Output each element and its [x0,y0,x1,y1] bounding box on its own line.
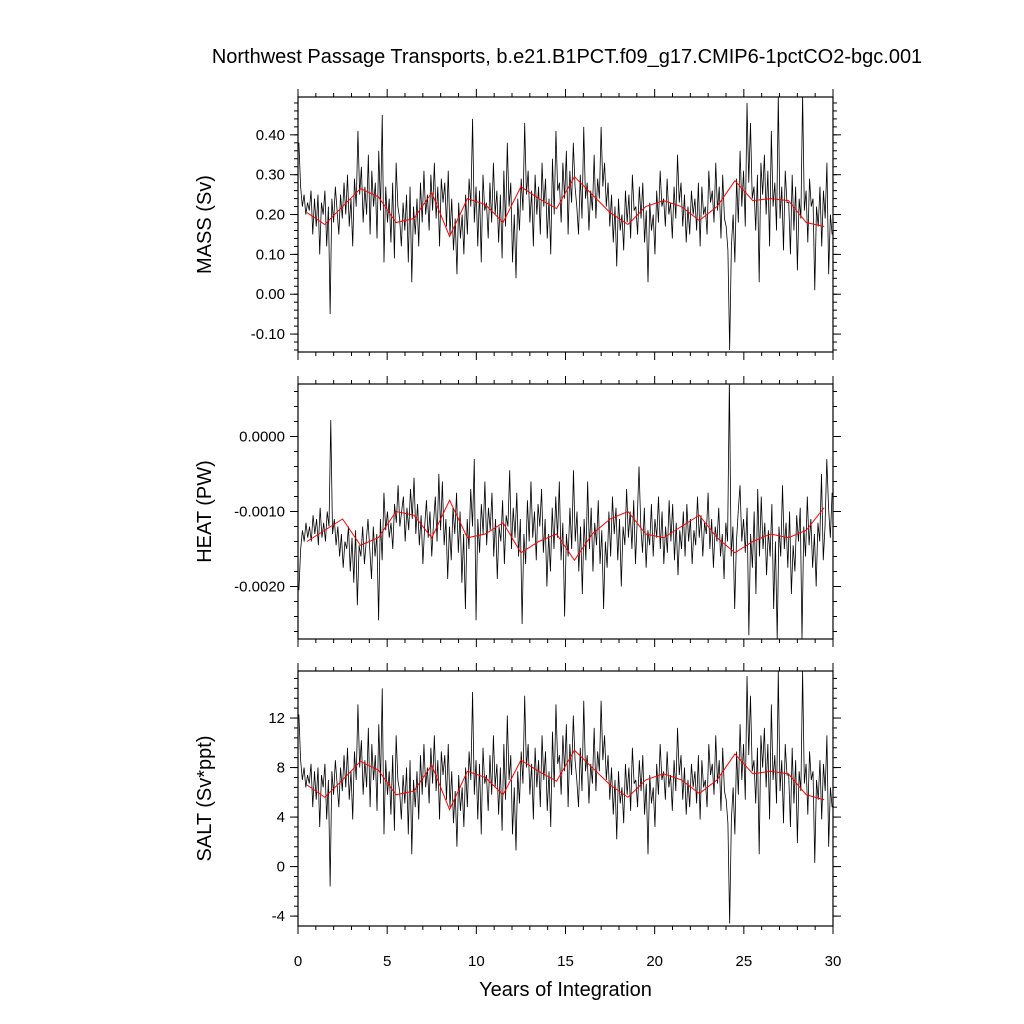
y-tick-label: -4 [272,908,285,925]
y-tick-label: -0.0010 [234,504,285,521]
series-line-annual [306,499,825,562]
y-tick-label: 0.30 [256,167,285,184]
y-tick-label: 12 [268,710,285,727]
y-tick-label: 8 [277,760,285,777]
y-tick-label: 0.40 [256,127,285,144]
panel-0: -0.10 0.00 0.10 0.20 0.30 0.40 MASS (Sv) [194,89,841,360]
plot-frame [297,96,834,353]
y-axis-label: HEAT (PW) [194,460,216,563]
x-axis: 0 5 10 15 20 25 30 Years of Integration [294,953,842,1001]
x-tick-label: 0 [294,953,302,970]
x-axis-label: Years of Integration [479,979,652,1001]
y-tick-label: 0.00 [256,286,285,303]
y-tick-label: -0.0020 [234,579,285,596]
y-tick-label: 4 [277,809,285,826]
y-tick-label: 0.10 [256,246,285,263]
chart-panels: -0.10 0.00 0.10 0.20 0.30 0.40 MASS (Sv) -0.002… [194,89,841,934]
plot-frame [297,670,834,927]
chart-title: Northwest Passage Transports, b.e21.B1PC… [211,46,923,68]
y-tick-label: 0 [277,859,285,876]
series-line-monthly [298,97,833,351]
y-tick-label: 0.0000 [239,429,285,446]
y-axis-label: MASS (Sv) [194,175,216,274]
x-tick-label: 25 [735,953,752,970]
x-tick-label: 30 [825,953,842,970]
panel-2: -4 0 4 8 12 SALT (Sv*ppt) [194,663,841,934]
x-tick-label: 10 [468,953,485,970]
series-line-annual [306,749,825,811]
y-tick-label: -0.10 [251,326,285,343]
x-tick-label: 5 [383,953,391,970]
x-tick-label: 15 [557,953,574,970]
series-line-monthly [298,384,833,639]
panel-1: -0.0020 -0.0010 0.0000 HEAT (PW) [194,376,841,647]
series-line-annual [306,175,825,238]
y-axis-label: SALT (Sv*ppt) [194,736,216,862]
series-line-monthly [298,671,833,924]
y-tick-label: 0.20 [256,207,285,224]
x-tick-label: 20 [646,953,663,970]
